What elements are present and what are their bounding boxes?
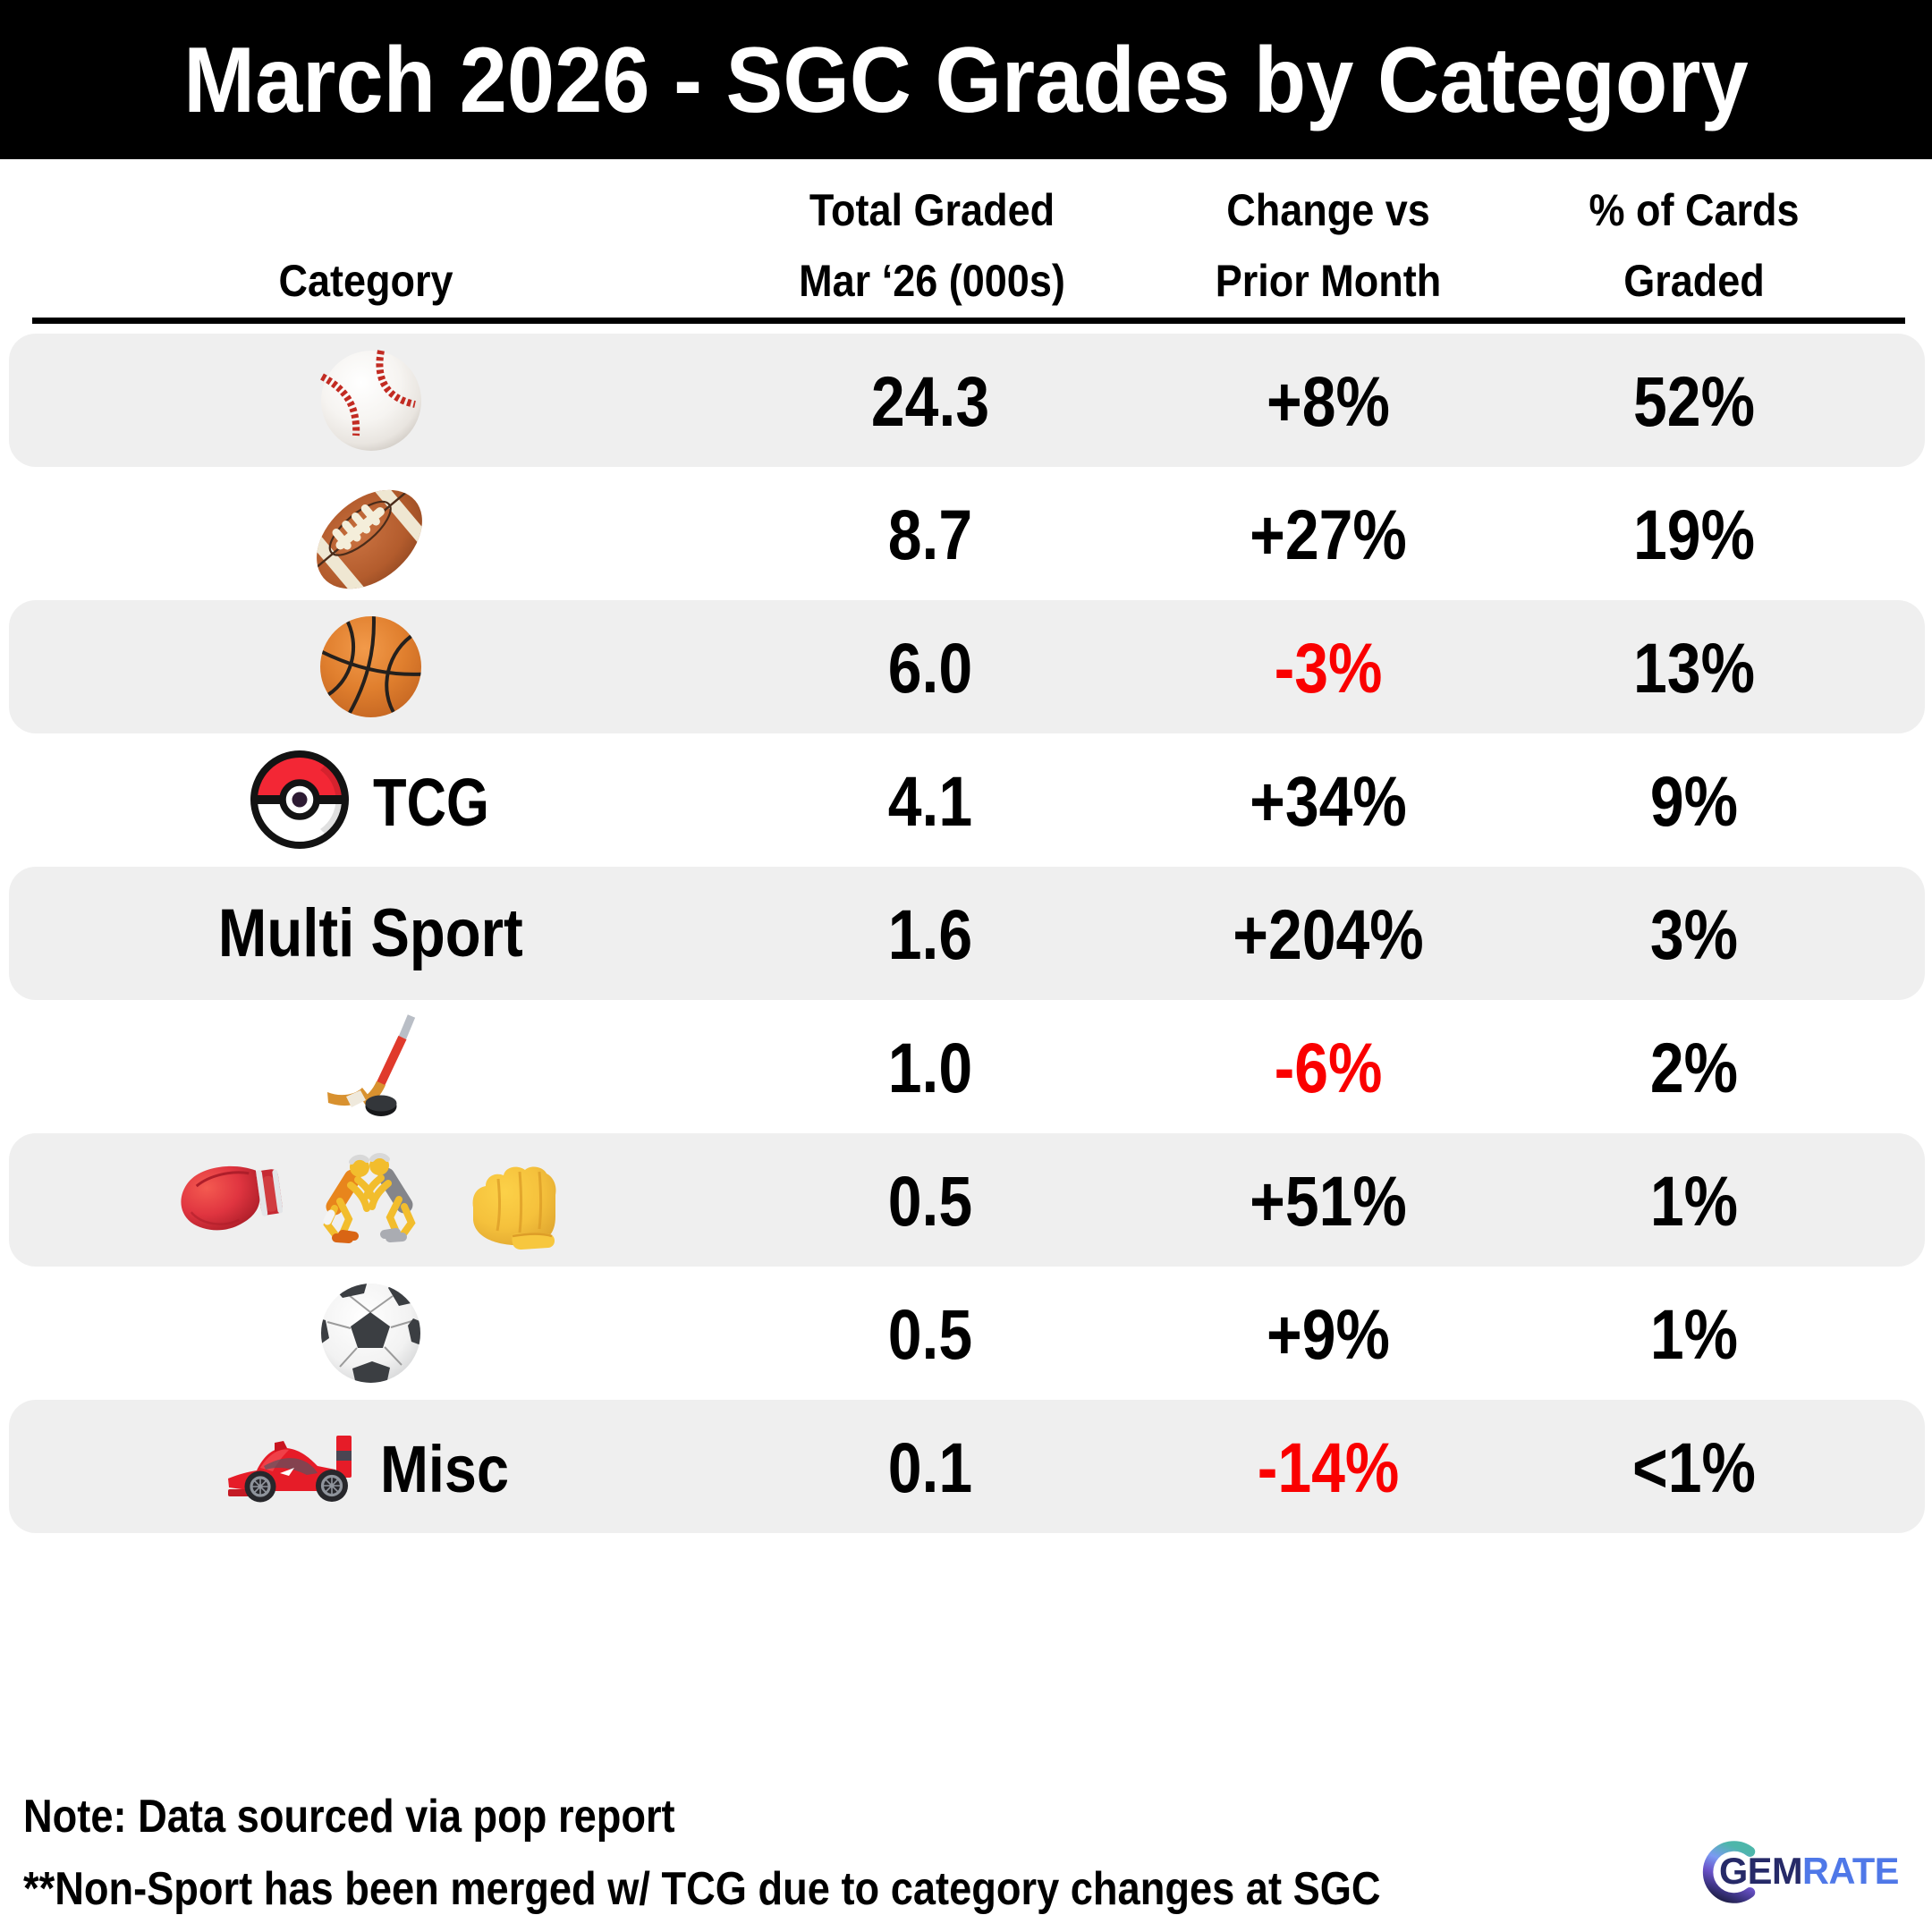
svg-text:GEMRATE: GEMRATE [1719,1850,1899,1892]
